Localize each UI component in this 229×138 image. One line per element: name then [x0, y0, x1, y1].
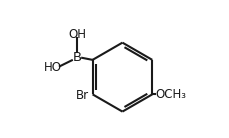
Text: Br: Br: [76, 89, 89, 102]
Text: OH: OH: [68, 28, 86, 41]
Text: B: B: [72, 51, 81, 64]
Text: HO: HO: [44, 61, 62, 74]
Text: OCH₃: OCH₃: [155, 88, 186, 101]
